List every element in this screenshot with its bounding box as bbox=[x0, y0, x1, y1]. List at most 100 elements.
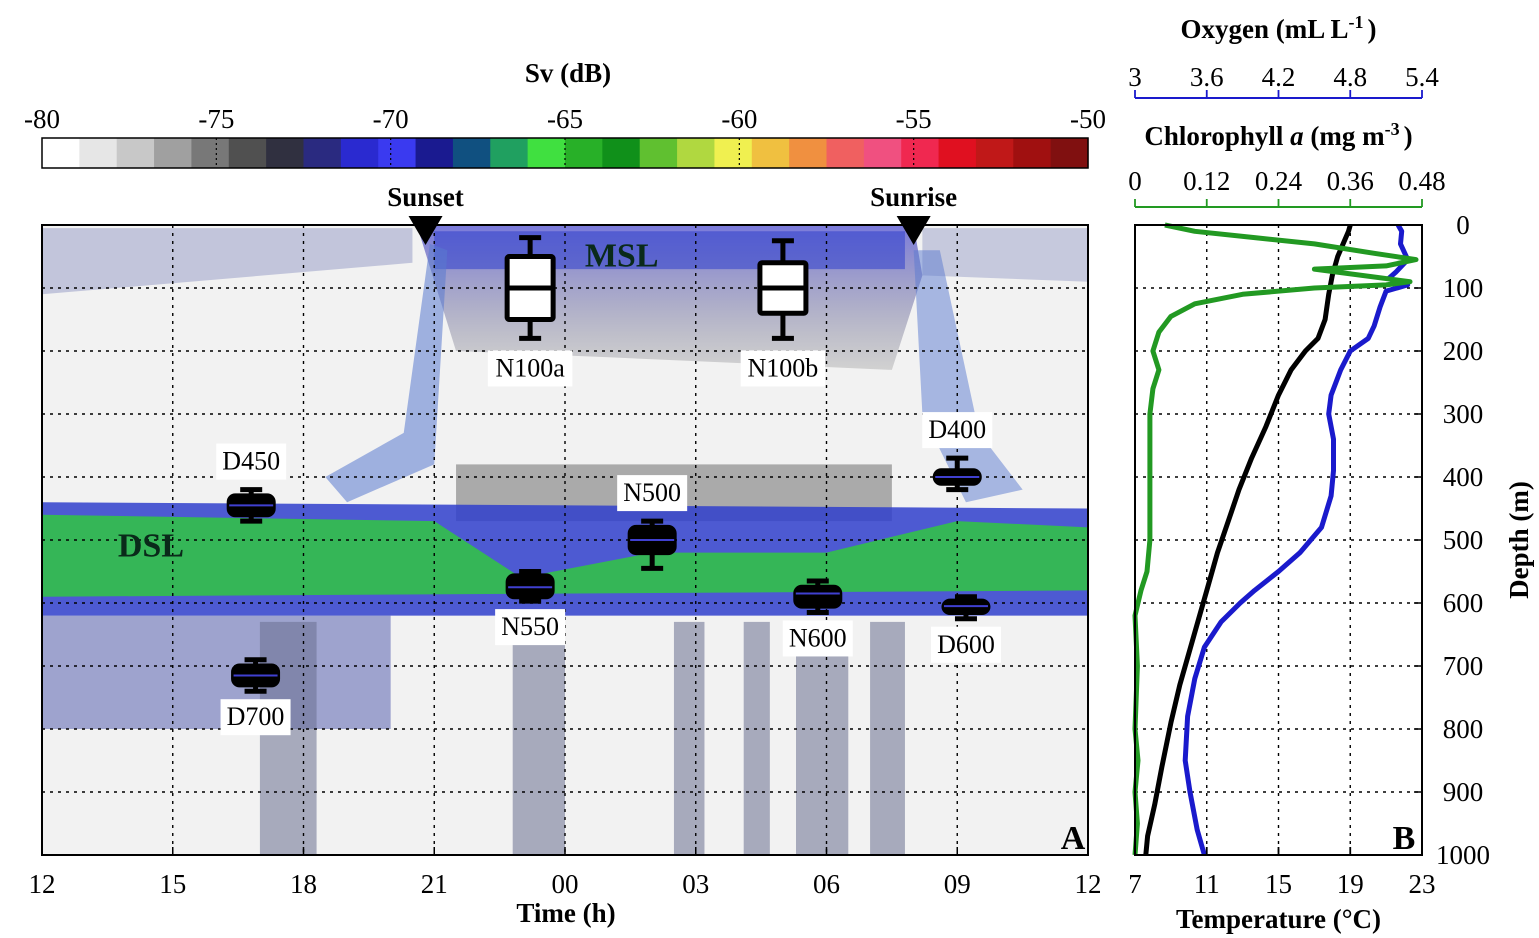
colorbar-cell bbox=[1050, 138, 1089, 168]
boxplot: N100a bbox=[487, 235, 573, 387]
panel-b-y-tick-label: 400 bbox=[1443, 462, 1484, 492]
boxplot: D600 bbox=[930, 594, 1001, 663]
colorbar-cell bbox=[191, 138, 230, 168]
colorbar-cell bbox=[116, 138, 155, 168]
axis-tick-label: 0.36 bbox=[1327, 166, 1374, 196]
colorbar-cell bbox=[79, 138, 118, 168]
panel-b-y-tick-label: 600 bbox=[1443, 588, 1484, 618]
colorbar-cell bbox=[565, 138, 603, 168]
boxplot: D700 bbox=[220, 657, 291, 736]
colorbar-cell bbox=[677, 138, 716, 168]
axis-title-part: Temperature (°C) bbox=[1176, 904, 1381, 934]
panel-a: 12 15 18 21 00 03 06 09 12 Time (h) Sunset Sunris… bbox=[29, 182, 1102, 928]
colorbar-tick-label: -80 bbox=[24, 104, 60, 134]
axis-title-part: -1 bbox=[1349, 12, 1364, 32]
echogram-streak bbox=[673, 621, 705, 855]
event-marker bbox=[408, 216, 443, 245]
panel-a-layer-labels: MSL DSL bbox=[118, 238, 659, 565]
colorbar-tick-label: -60 bbox=[721, 104, 757, 134]
echogram-surface-band bbox=[42, 228, 413, 295]
boxplot: N600 bbox=[782, 578, 853, 657]
colorbar-tick-label: -70 bbox=[373, 104, 409, 134]
panel-a-boxplots: N100a N100b D450 D400 N500 N550 N600 D600 D700 bbox=[216, 235, 1001, 736]
panel-b-y-tick-label: 900 bbox=[1443, 777, 1484, 807]
colorbar-title: Sv (dB) bbox=[525, 58, 611, 88]
colorbar-cell bbox=[975, 138, 1014, 168]
axis-tick-label: 11 bbox=[1194, 869, 1220, 899]
axis-tick-label: 15 bbox=[1265, 869, 1292, 899]
axis-oxygen: 3 3.6 4.2 4.8 5.4 Oxygen (mL L-1) bbox=[1128, 12, 1439, 99]
panel-b-y-tick-label: 700 bbox=[1443, 651, 1484, 681]
panel-b-y-tick-label: 200 bbox=[1443, 336, 1484, 366]
colorbar-cell bbox=[154, 138, 193, 168]
axis-tick-label: 0.12 bbox=[1183, 166, 1230, 196]
layer-label: DSL bbox=[118, 527, 184, 564]
echogram-surface-band-morning bbox=[922, 228, 1088, 282]
boxplot-label-bg bbox=[495, 609, 566, 646]
colorbar-tick-label: -75 bbox=[198, 104, 234, 134]
colorbar-cell bbox=[415, 138, 454, 168]
colorbar-cell bbox=[228, 138, 267, 168]
axis-title-part: a bbox=[1290, 121, 1304, 151]
boxplot: N550 bbox=[495, 569, 566, 646]
axis-tick-label: 0.24 bbox=[1255, 166, 1303, 196]
colorbar-cell bbox=[714, 138, 753, 168]
boxplot: N100b bbox=[740, 238, 826, 387]
axis-tick-label: 4.2 bbox=[1262, 62, 1296, 92]
colorbar-cell bbox=[527, 138, 566, 168]
panel-a-x-tick-label: 09 bbox=[944, 869, 971, 899]
colorbar-cells bbox=[42, 138, 1089, 168]
axis-title-part: -3 bbox=[1385, 119, 1400, 139]
boxplot-label-bg bbox=[930, 626, 1001, 663]
event-label: Sunrise bbox=[870, 182, 957, 212]
event-marker bbox=[896, 216, 931, 245]
echogram-dsl-core bbox=[42, 514, 1088, 597]
panel-a-x-tick-label: 18 bbox=[290, 869, 317, 899]
axis-temperature: 7 11 15 19 23 Temperature (°C) bbox=[1128, 847, 1436, 934]
boxplot-label: N100a bbox=[495, 353, 565, 382]
axis-tick-label: 19 bbox=[1337, 869, 1364, 899]
colorbar-cell bbox=[789, 138, 828, 168]
panel-a-x-ticks: 12 15 18 21 00 03 06 09 12 bbox=[29, 847, 1102, 899]
boxplot-box bbox=[793, 584, 843, 609]
panel-b-ylabel: Depth (m) bbox=[1504, 481, 1534, 599]
panel-b-y-ticks: 0 100 200 300 400 500 600 700 800 900 1000 bbox=[1414, 210, 1490, 870]
panel-b-y-tick-label: 300 bbox=[1443, 399, 1484, 429]
colorbar-cell bbox=[42, 138, 80, 168]
colorbar-tick-label: -65 bbox=[547, 104, 583, 134]
colorbar-cell bbox=[639, 138, 678, 168]
panel-b-y-tick-label: 800 bbox=[1443, 714, 1484, 744]
series-line-temperature bbox=[1143, 224, 1353, 856]
event-label: Sunset bbox=[387, 182, 464, 212]
panel-b: 0 100 200 300 400 500 600 700 800 900 1000 Depth (… bbox=[1128, 12, 1534, 934]
boxplot-label-bg bbox=[216, 443, 287, 480]
boxplot: D450 bbox=[216, 443, 287, 524]
axis-tick-label: 0 bbox=[1128, 166, 1142, 196]
colorbar-cell bbox=[602, 138, 641, 168]
panel-b-series bbox=[1132, 222, 1419, 856]
boxplot-label: D450 bbox=[222, 447, 280, 476]
colorbar-cell bbox=[938, 138, 977, 168]
layer-label: MSL bbox=[585, 238, 659, 275]
boxplot-label-bg bbox=[617, 475, 688, 512]
colorbar-cell bbox=[751, 138, 790, 168]
boxplot-label: N600 bbox=[789, 623, 847, 652]
boxplot-label: N550 bbox=[501, 612, 559, 641]
panel-a-x-tick-label: 03 bbox=[682, 869, 709, 899]
colorbar-cell bbox=[452, 138, 491, 168]
colorbar-tick-labels: -80 -75 -70 -65 -60 -55 -50 bbox=[24, 104, 1106, 134]
panel-a-x-tick-label: 00 bbox=[552, 869, 579, 899]
boxplot: D400 bbox=[922, 412, 993, 493]
panel-b-y-tick-label: 100 bbox=[1443, 273, 1484, 303]
colorbar-cell bbox=[863, 138, 902, 168]
colorbar-cell bbox=[1013, 138, 1052, 168]
boxplot-label-bg bbox=[782, 620, 853, 657]
boxplot-label: N100b bbox=[748, 353, 819, 382]
colorbar-cell bbox=[826, 138, 865, 168]
colorbar-cell bbox=[901, 138, 940, 168]
axis-title-part: (mg m bbox=[1304, 121, 1385, 151]
echogram-streak bbox=[512, 621, 565, 855]
axis-title-part: ) bbox=[1404, 121, 1413, 151]
colorbar-cell bbox=[490, 138, 529, 168]
axis-title: Oxygen (mL L-1) bbox=[1180, 12, 1376, 44]
